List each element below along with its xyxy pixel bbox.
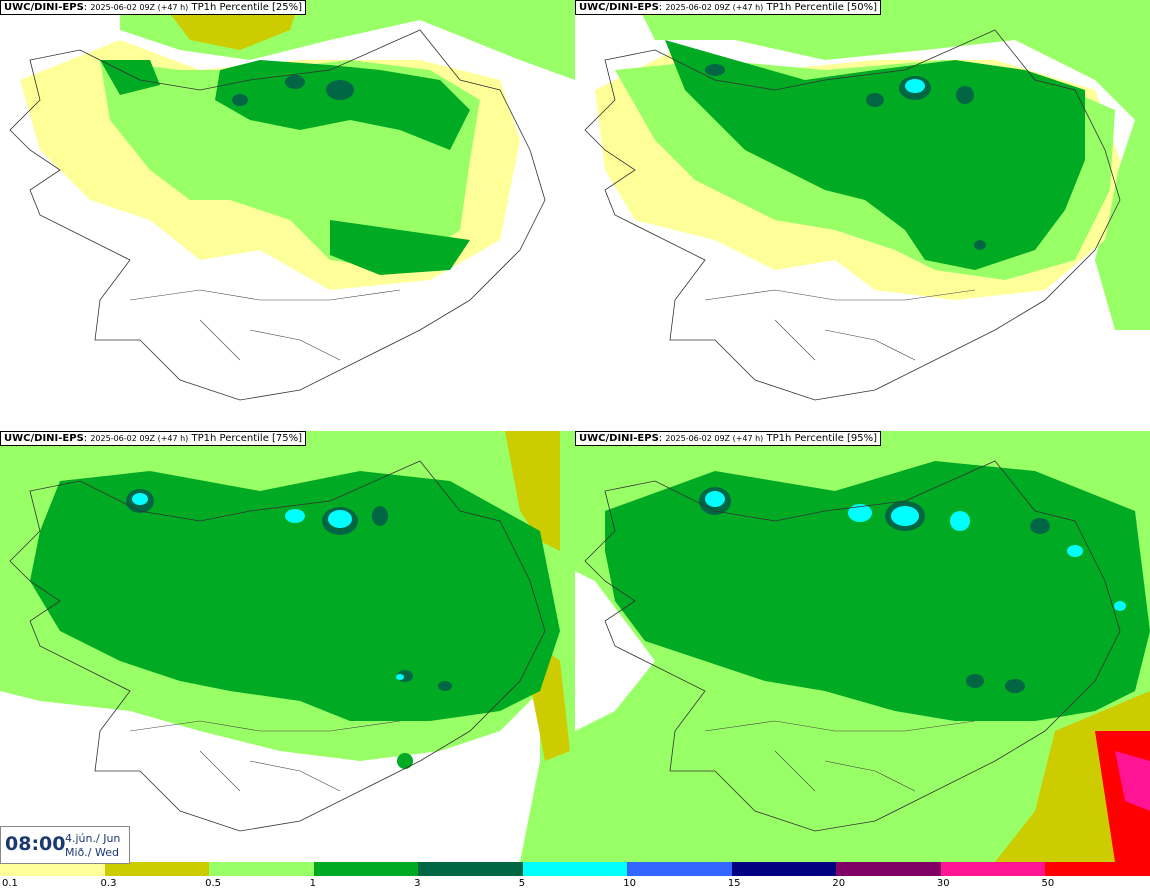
legend-label: 50 — [1041, 878, 1055, 889]
legend-label: 15 — [727, 878, 741, 889]
legend-swatch — [104, 862, 210, 876]
legend-swatch — [1045, 862, 1150, 876]
color-legend: 0.1 0.3 0.5 1 3 5 10 15 20 30 50 — [0, 862, 1150, 891]
valid-time-box: 08:00 4.jún./ Jun Mið./ Wed — [0, 826, 130, 864]
valid-time: 08:00 — [5, 833, 66, 855]
panel-title: UWC/DINI-EPS: 2025-06-02 09Z (+47 h) TP1… — [575, 0, 882, 15]
legend-label: 0.3 — [100, 878, 117, 889]
legend-label: 0.5 — [205, 878, 221, 889]
legend-swatch — [836, 862, 941, 876]
legend-swatch — [731, 862, 837, 876]
legend-swatch — [0, 862, 105, 876]
legend-label: 5 — [518, 878, 526, 889]
panel-title: UWC/DINI-EPS: 2025-06-02 09Z (+47 h) TP1… — [0, 431, 307, 446]
legend-bar — [0, 862, 1150, 876]
valid-date-line1: 4.jún./ Jun — [65, 832, 121, 845]
legend-label: 10 — [623, 878, 636, 889]
panel-title: UWC/DINI-EPS: 2025-06-02 09Z (+47 h) TP1… — [575, 431, 882, 446]
legend-label: 1 — [309, 878, 316, 889]
map-panel-p75: UWC/DINI-EPS: 2025-06-02 09Z (+47 h) TP1… — [0, 431, 575, 862]
legend-swatch — [209, 862, 314, 876]
map-panel-p95: UWC/DINI-EPS: 2025-06-02 09Z (+47 h) TP1… — [575, 431, 1150, 862]
legend-swatch — [522, 862, 628, 876]
legend-swatch — [418, 862, 523, 876]
precip-map — [0, 0, 575, 431]
legend-swatch — [940, 862, 1046, 876]
precip-map — [575, 0, 1150, 431]
precip-map — [0, 431, 575, 862]
legend-swatch — [313, 862, 419, 876]
legend-swatch — [627, 862, 732, 876]
legend-label: 3 — [414, 878, 421, 889]
precip-map — [575, 431, 1150, 862]
legend-label: 0.1 — [2, 878, 18, 889]
panel-title: UWC/DINI-EPS: 2025-06-02 09Z (+47 h) TP1… — [0, 0, 307, 15]
map-panel-p25: UWC/DINI-EPS: 2025-06-02 09Z (+47 h) TP1… — [0, 0, 575, 431]
map-panel-p50: UWC/DINI-EPS: 2025-06-02 09Z (+47 h) TP1… — [575, 0, 1150, 431]
legend-label: 30 — [936, 878, 950, 889]
legend-label: 20 — [832, 878, 846, 889]
valid-date-line2: Mið./ Wed — [65, 846, 119, 859]
